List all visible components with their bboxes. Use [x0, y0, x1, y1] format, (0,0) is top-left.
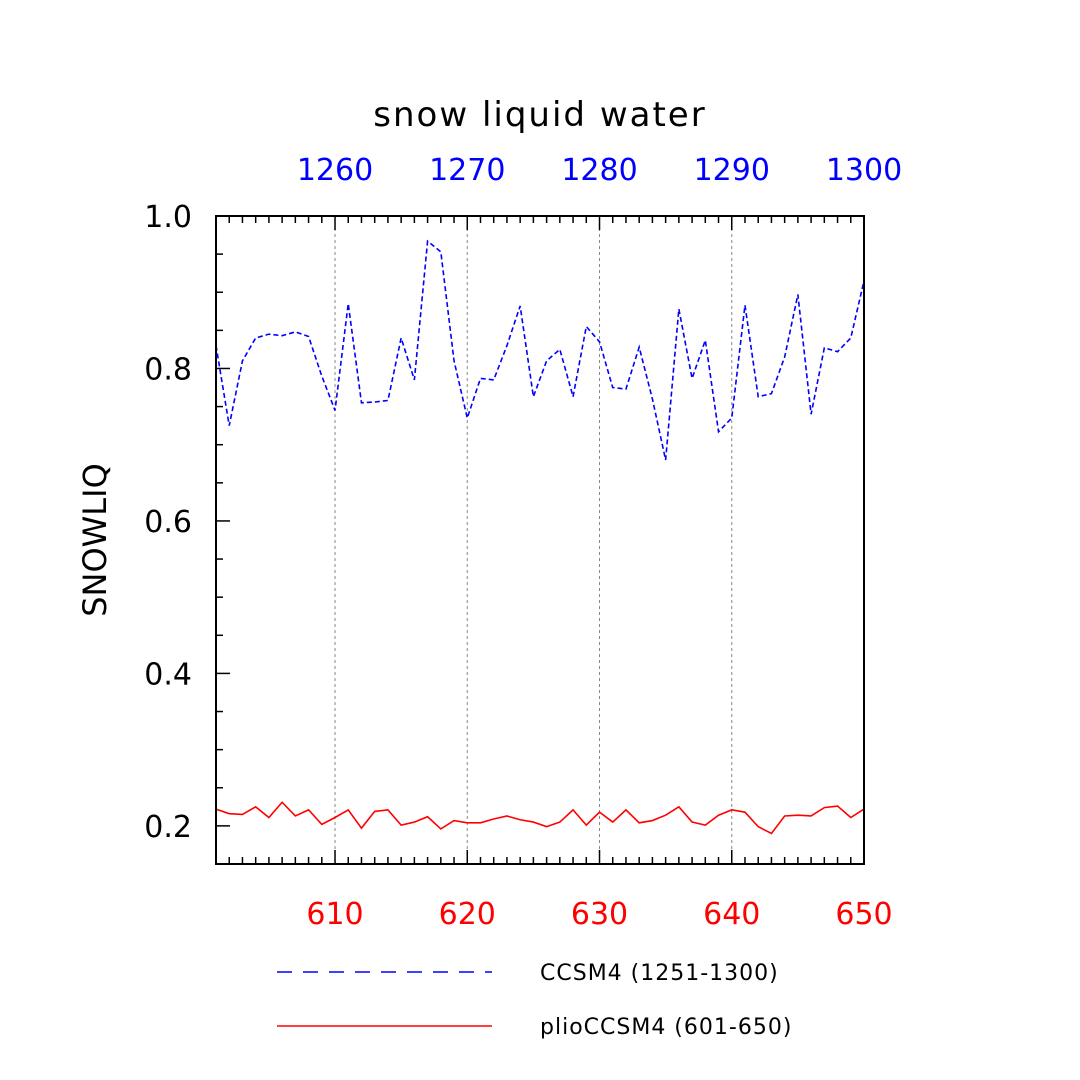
y-tick-label-0.8: 0.8	[144, 352, 192, 387]
series-line-ccsm4	[215, 239, 865, 461]
top-tick-label-1290: 1290	[694, 153, 770, 188]
bottom-tick-label-630: 630	[571, 897, 628, 932]
axes: 610 620 630 640 650 1260 1270 1280 1290 1300 1.0 0.…	[144, 153, 902, 932]
bottom-tick-label-610: 610	[306, 897, 363, 932]
top-tick-label-1270: 1270	[429, 153, 505, 188]
top-tick-label-1300: 1300	[826, 153, 902, 188]
plot-frame	[215, 215, 865, 865]
bottom-tick-label-640: 640	[703, 897, 760, 932]
y-tick-label-1.0: 1.0	[144, 200, 192, 235]
y-tick-label-0.2: 0.2	[144, 810, 192, 845]
series-line-plioccsm4	[215, 801, 865, 835]
chart-title: snow liquid water	[373, 95, 706, 135]
vertical-grid	[334, 216, 733, 864]
y-tick-label-0.4: 0.4	[144, 657, 192, 692]
bottom-tick-label-620: 620	[439, 897, 496, 932]
bottom-tick-label-650: 650	[835, 897, 892, 932]
legend-label-plioccsm4: plioCCSM4 (601-650)	[540, 1015, 792, 1040]
top-tick-label-1280: 1280	[561, 153, 637, 188]
series-layer	[215, 239, 865, 835]
legend: CCSM4 (1251-1300) plioCCSM4 (601-650)	[277, 961, 792, 1040]
legend-label-ccsm4: CCSM4 (1251-1300)	[540, 961, 779, 986]
top-tick-label-1260: 1260	[297, 153, 373, 188]
y-tick-label-0.6: 0.6	[144, 505, 192, 540]
y-axis-label: SNOWLIQ	[76, 463, 114, 617]
